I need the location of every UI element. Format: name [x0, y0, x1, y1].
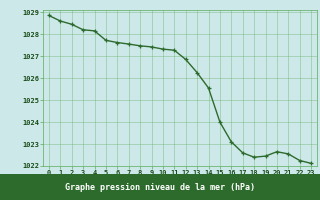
Text: Graphe pression niveau de la mer (hPa): Graphe pression niveau de la mer (hPa): [65, 182, 255, 192]
